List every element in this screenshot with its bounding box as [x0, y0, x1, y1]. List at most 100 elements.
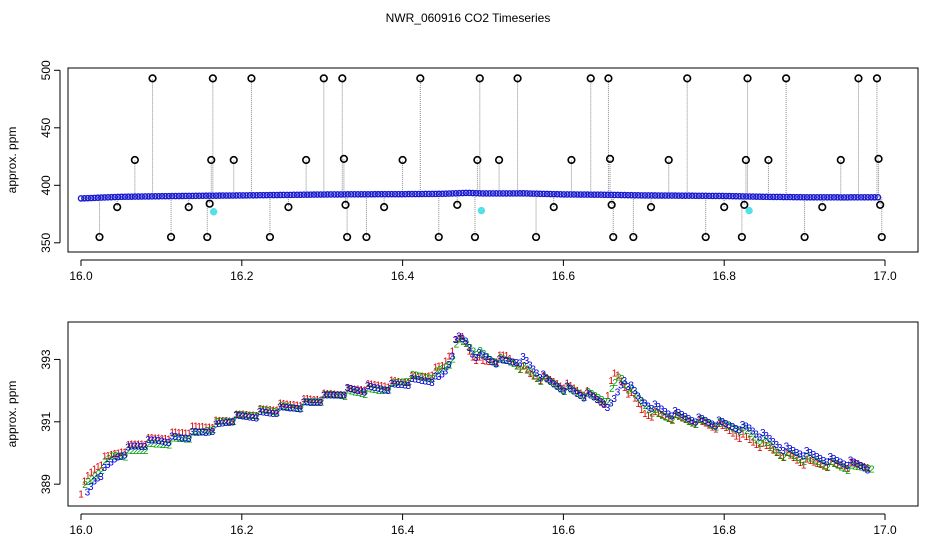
- series-2-marker: 2: [433, 367, 439, 378]
- series-2-marker: 2: [508, 357, 514, 368]
- series-1-marker: 1: [338, 390, 344, 401]
- baseline-point: [645, 192, 652, 199]
- series-2-marker: 2: [633, 390, 639, 401]
- series-1-marker: 1: [355, 385, 361, 396]
- series-2-marker: 2: [487, 355, 493, 366]
- baseline-point: [314, 191, 321, 198]
- baseline-point: [202, 192, 210, 200]
- series-2-marker: 2: [221, 416, 227, 427]
- series-1-marker: 1: [247, 410, 253, 421]
- baseline-point: [401, 190, 409, 198]
- series-3-marker: 3: [692, 418, 698, 429]
- series-2-marker: 2: [785, 447, 791, 458]
- series-3-marker: 3: [507, 357, 513, 368]
- series-1-marker: 1: [835, 460, 841, 471]
- series-2-marker: 2: [626, 386, 632, 397]
- series-3-marker: 3: [851, 457, 857, 468]
- series-3-marker: 3: [568, 384, 574, 395]
- series-3-marker: 3: [649, 404, 655, 415]
- series-1-marker: 1: [781, 453, 787, 464]
- baseline-point: [84, 194, 92, 202]
- outlier-point: [229, 155, 238, 165]
- baseline-point: [192, 192, 200, 200]
- series-1-marker: 1: [183, 428, 189, 439]
- bottom-x-tick-label: 16.4: [391, 523, 415, 537]
- series-3-marker: 3: [763, 431, 769, 442]
- series-3-marker: 3: [757, 432, 763, 443]
- baseline-point: [384, 190, 392, 198]
- series-3-marker: 3: [547, 377, 553, 388]
- series-3-marker: 3: [311, 398, 317, 409]
- series-3-marker: 3: [456, 331, 462, 342]
- top-x-axis: 16.0 16.2 16.4 16.6 16.8 17.0: [69, 259, 897, 283]
- series-2-marker: 2: [535, 374, 541, 385]
- series-3-marker: 3: [625, 382, 631, 393]
- series-1-marker: 1: [568, 381, 574, 392]
- baseline-point: [378, 190, 385, 198]
- series-2-marker: 2: [643, 401, 649, 412]
- series-1-marker: 1: [223, 416, 229, 427]
- series-1-marker: 1: [92, 465, 98, 476]
- series-1-marker: 1: [754, 440, 760, 451]
- series-3-marker: 3: [622, 376, 628, 387]
- series-3-marker: 3: [780, 446, 786, 457]
- series-3-marker: 3: [135, 442, 141, 453]
- series-2-marker: 2: [207, 426, 213, 437]
- outlier-point: [284, 203, 293, 212]
- series-2-marker: 2: [167, 440, 173, 451]
- series-3-marker: 3: [223, 418, 229, 429]
- baseline-point: [547, 190, 554, 198]
- series-2-marker: 2: [511, 359, 517, 370]
- series-3-marker: 3: [564, 382, 570, 393]
- baseline-point: [850, 194, 858, 201]
- zoomed-timeseries-panel: 1111111111111111111111111111111111111111…: [5, 321, 919, 537]
- series-2-marker: 2: [143, 446, 149, 457]
- top-baseline-points: [77, 189, 882, 202]
- outlier-point: [604, 74, 613, 83]
- series-1-marker: 1: [372, 380, 378, 391]
- series-1-marker: 1: [602, 399, 608, 410]
- series-3-marker: 3: [726, 421, 732, 432]
- series-3-marker: 3: [584, 388, 590, 399]
- baseline-point: [817, 194, 824, 201]
- series-1-marker: 1: [585, 386, 591, 397]
- series-1-marker: 1: [203, 422, 209, 433]
- series-2-marker: 2: [346, 386, 352, 397]
- series-2-marker: 2: [558, 384, 564, 395]
- series-2-marker: 2: [700, 416, 706, 427]
- series-3-marker: 3: [605, 403, 611, 414]
- series-3-marker: 3: [483, 353, 489, 364]
- series-3-marker: 3: [172, 432, 178, 443]
- series-1-marker: 1: [544, 373, 550, 384]
- series-1-marker: 1: [494, 357, 500, 368]
- baseline-point: [489, 190, 497, 197]
- outlier-point: [434, 232, 443, 242]
- baseline-point: [236, 192, 244, 199]
- series-3-marker: 3: [351, 385, 357, 396]
- baseline-point: [587, 191, 595, 198]
- series-2-marker: 2: [400, 377, 406, 388]
- series-1-marker: 1: [770, 446, 776, 457]
- series-2-marker: 2: [494, 358, 500, 369]
- baseline-point: [415, 190, 422, 198]
- series-1-marker: 1: [747, 435, 753, 446]
- series-2-marker: 2: [278, 401, 284, 412]
- series-2-marker: 2: [856, 462, 862, 473]
- series-3-marker: 3: [193, 427, 199, 438]
- series-2-marker: 2: [396, 378, 402, 389]
- series-3-marker: 3: [345, 383, 351, 394]
- series-3-marker: 3: [358, 387, 364, 398]
- series-2-marker: 2: [227, 417, 233, 428]
- series-3-marker: 3: [635, 392, 641, 403]
- series-3-marker: 3: [95, 473, 101, 484]
- series-1-marker: 1: [696, 415, 702, 426]
- baseline-point: [651, 192, 659, 199]
- series-2-marker: 2: [116, 452, 122, 463]
- series-2-marker: 2: [214, 417, 220, 428]
- series-1-marker: 1: [700, 417, 706, 428]
- series-2-marker: 2: [271, 407, 277, 418]
- series-1-marker: 1: [662, 412, 668, 423]
- baseline-point: [624, 191, 632, 199]
- baseline-point: [111, 193, 119, 201]
- series-2-marker: 2: [690, 418, 696, 429]
